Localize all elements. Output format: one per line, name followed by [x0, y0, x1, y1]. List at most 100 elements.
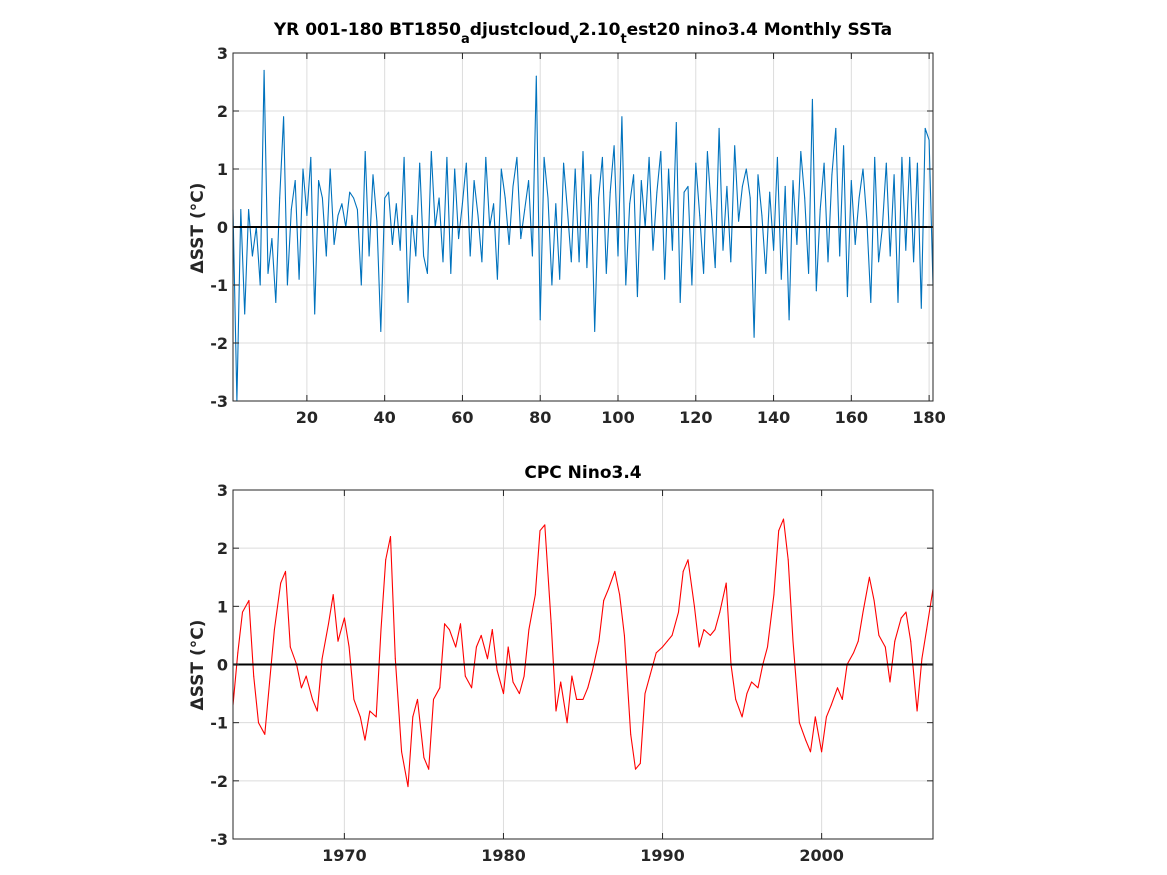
data-point — [644, 693, 646, 695]
data-point — [679, 301, 681, 303]
data-point — [621, 116, 623, 118]
data-point — [563, 162, 565, 164]
data-point — [893, 174, 895, 176]
data-point — [460, 623, 461, 625]
data-point — [353, 698, 355, 700]
data-point — [454, 168, 456, 170]
data-point — [870, 301, 872, 303]
data-point — [300, 687, 302, 689]
x-tick-label: 20 — [296, 408, 318, 427]
data-point — [438, 197, 440, 199]
data-point — [805, 739, 807, 741]
data-point — [574, 168, 576, 170]
data-point — [900, 617, 902, 619]
data-point — [312, 698, 313, 700]
data-point — [547, 197, 549, 199]
data-point — [609, 191, 611, 193]
data-point — [773, 594, 775, 596]
data-point — [924, 127, 926, 129]
data-point — [666, 640, 668, 642]
data-point — [298, 278, 300, 280]
data-point — [458, 238, 460, 240]
data-point — [710, 209, 712, 211]
data-point — [448, 629, 450, 631]
data-point — [873, 600, 875, 601]
x-tick-label: 60 — [451, 408, 473, 427]
data-point — [316, 710, 318, 712]
data-point — [512, 185, 514, 187]
data-point — [417, 698, 418, 700]
data-point — [306, 214, 308, 216]
data-point — [481, 261, 483, 263]
data-point — [687, 559, 689, 561]
data-point — [528, 180, 530, 182]
data-point — [594, 330, 596, 332]
data-point — [285, 570, 286, 572]
data-point — [649, 675, 651, 677]
data-point — [699, 214, 701, 216]
x-tick-label: 100 — [601, 408, 634, 427]
data-point — [412, 716, 414, 718]
data-point — [401, 751, 403, 753]
data-point — [695, 162, 697, 164]
data-point — [734, 145, 736, 147]
data-point — [534, 594, 536, 596]
data-point — [535, 75, 537, 77]
data-point — [442, 261, 444, 263]
data-point — [706, 151, 708, 153]
series-line — [232, 518, 934, 788]
data-point — [503, 693, 504, 695]
data-point — [430, 151, 432, 153]
data-point — [655, 652, 657, 654]
data-point — [450, 272, 452, 274]
y-tick-label: -1 — [210, 714, 228, 733]
data-point — [349, 191, 351, 193]
data-point — [329, 168, 331, 170]
data-point — [461, 203, 463, 205]
data-point — [302, 168, 304, 170]
data-point — [560, 681, 562, 683]
data-point — [682, 570, 684, 572]
data-point — [614, 570, 616, 572]
data-point — [263, 69, 265, 71]
data-point — [419, 162, 421, 164]
data-point — [455, 646, 457, 648]
data-point — [325, 255, 327, 257]
data-point — [683, 191, 685, 193]
data-point — [332, 594, 334, 596]
bottom-y-axis-label: ΔSST (°C) — [188, 620, 208, 711]
data-point — [630, 733, 632, 735]
data-point — [516, 156, 518, 158]
data-point — [244, 313, 246, 315]
data-point — [800, 151, 802, 153]
data-point — [551, 284, 553, 286]
data-point — [465, 162, 467, 164]
data-point — [730, 261, 732, 263]
data-point — [835, 127, 837, 129]
series-line — [232, 69, 934, 402]
data-point — [668, 168, 670, 170]
data-point — [248, 209, 250, 211]
data-point — [520, 238, 522, 240]
y-tick-label: 1 — [217, 160, 228, 179]
data-point — [652, 249, 654, 251]
data-point — [512, 681, 514, 683]
data-point — [480, 634, 482, 636]
y-tick-label: 3 — [217, 44, 228, 63]
data-point — [921, 658, 923, 660]
data-point — [671, 249, 673, 251]
data-point — [601, 156, 603, 158]
data-point — [491, 629, 493, 631]
data-point — [862, 611, 864, 613]
data-point — [854, 243, 856, 245]
data-point — [804, 197, 806, 199]
data-point — [916, 162, 918, 164]
data-point — [811, 98, 813, 100]
data-point — [810, 751, 811, 753]
data-point — [757, 174, 759, 176]
data-point — [837, 687, 838, 689]
data-point — [566, 722, 568, 724]
data-point — [428, 768, 430, 770]
data-point — [910, 640, 912, 642]
